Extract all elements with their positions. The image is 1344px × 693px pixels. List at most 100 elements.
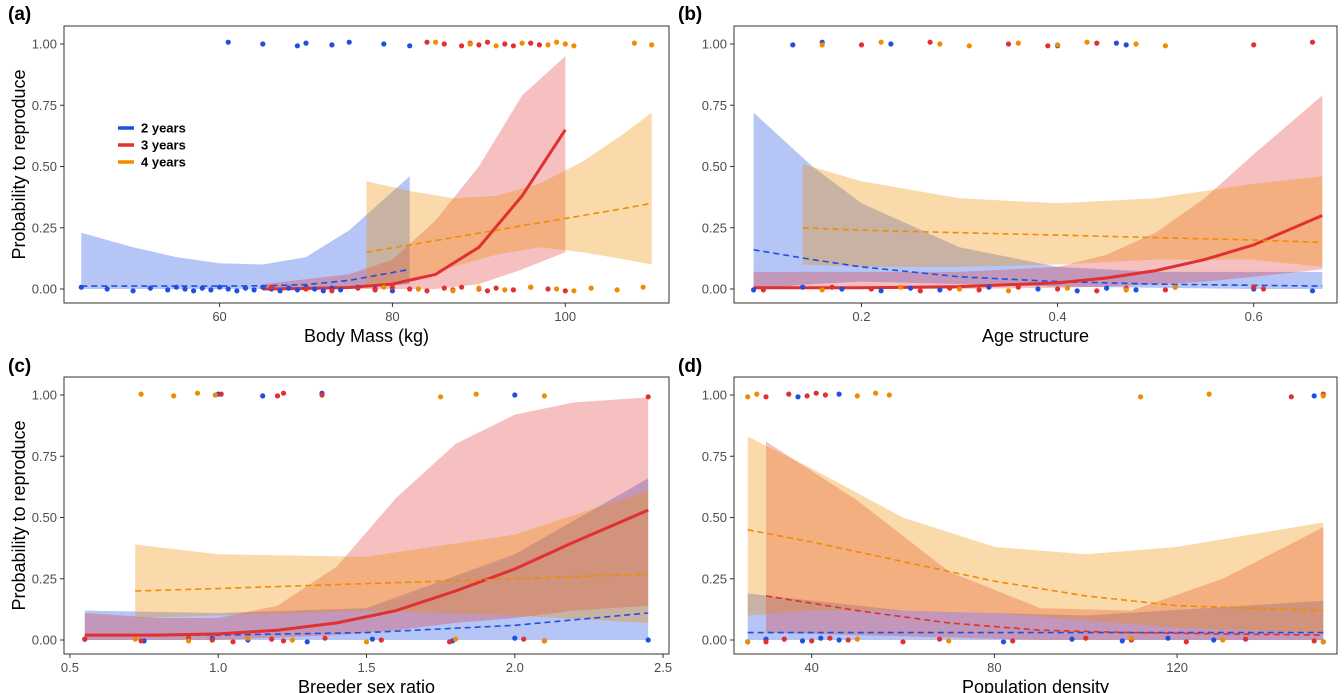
data-point	[407, 286, 413, 292]
data-point	[562, 41, 568, 47]
plot-frame	[63, 376, 670, 655]
data-point	[459, 43, 465, 49]
data-point	[745, 394, 751, 400]
data-point	[519, 40, 525, 46]
fit-line-4-years	[135, 573, 649, 592]
data-point	[1183, 639, 1189, 645]
data-point	[827, 635, 833, 641]
data-point	[854, 636, 860, 642]
y-tick-label: 0.25	[32, 571, 57, 586]
y-tick-label: 0.25	[702, 571, 727, 586]
data-point	[251, 287, 257, 293]
data-point	[571, 288, 577, 294]
data-point	[645, 394, 651, 400]
panel-label: (b)	[678, 4, 702, 25]
data-point	[245, 635, 251, 641]
x-tick-label: 1.5	[357, 660, 375, 675]
data-point	[450, 288, 456, 294]
data-point	[956, 286, 963, 292]
data-point	[182, 286, 188, 292]
data-point	[786, 391, 792, 397]
data-point	[294, 287, 300, 293]
data-point	[1015, 40, 1021, 46]
data-point	[804, 393, 810, 399]
data-point	[1251, 284, 1257, 290]
data-point	[966, 43, 972, 49]
data-point	[1104, 285, 1110, 291]
y-tick-label: 0.25	[32, 220, 57, 235]
data-point	[1123, 42, 1129, 48]
data-point	[493, 43, 499, 49]
data-point	[1309, 39, 1316, 45]
data-point	[541, 393, 548, 399]
data-point	[165, 287, 171, 293]
fit-line-4-years	[366, 202, 652, 254]
data-point	[1288, 394, 1294, 400]
data-point	[1206, 391, 1212, 397]
data-point	[562, 288, 568, 294]
data-point	[512, 392, 518, 398]
legend-label-2-years: 2 years	[141, 121, 186, 136]
data-point	[645, 637, 651, 643]
data-point	[1211, 637, 1217, 643]
data-point	[138, 391, 144, 397]
data-point	[1113, 40, 1119, 46]
data-point	[1119, 638, 1125, 644]
data-point	[588, 285, 594, 291]
data-point	[424, 39, 430, 45]
data-point	[502, 287, 508, 293]
data-point	[199, 285, 205, 291]
data-point	[268, 284, 274, 290]
data-point	[424, 288, 430, 294]
plot-frame	[63, 25, 670, 304]
data-point	[441, 41, 447, 47]
data-point	[389, 288, 395, 294]
data-point	[303, 286, 309, 292]
data-point	[822, 392, 829, 398]
data-point	[208, 287, 214, 293]
data-point	[614, 287, 620, 293]
data-point	[763, 639, 769, 645]
data-point	[378, 637, 384, 643]
data-point	[209, 637, 215, 643]
data-point	[355, 285, 361, 291]
data-point	[304, 639, 310, 645]
data-point	[528, 40, 534, 46]
data-point	[319, 392, 325, 398]
data-point	[829, 284, 835, 290]
fit-line-3-years	[765, 595, 1324, 636]
y-tick-label: 1.00	[32, 37, 57, 52]
data-point	[1045, 43, 1051, 49]
data-point	[467, 41, 473, 47]
fit-line-2-years	[84, 612, 649, 636]
data-point	[104, 286, 110, 292]
y-tick-label: 1.00	[702, 37, 727, 52]
data-point	[937, 41, 943, 47]
panel-3: (d) 0.00 0.25 0.50 0.75 1.00 40 80 120 Population…	[678, 356, 1338, 693]
data-point	[1015, 284, 1021, 290]
fit-line-3-years	[84, 508, 649, 637]
data-point	[191, 288, 197, 294]
data-point	[554, 39, 560, 45]
fit-line-4-years	[747, 529, 1324, 612]
ci-band-4-years	[802, 164, 1323, 267]
data-point	[900, 639, 906, 645]
ci-band-2-years	[747, 593, 1324, 640]
legend-label-3-years: 3 years	[141, 138, 186, 153]
x-tick-label: 0.5	[61, 660, 79, 675]
data-point	[389, 284, 395, 290]
data-point	[528, 284, 534, 290]
data-point	[795, 394, 801, 400]
data-point	[369, 636, 375, 642]
data-point	[338, 287, 344, 293]
data-point	[329, 288, 335, 294]
x-axis-title: Population density	[962, 677, 1109, 693]
data-point	[473, 391, 479, 397]
x-tick-label: 2.0	[506, 660, 524, 675]
data-point	[286, 285, 292, 291]
x-axis-title: Breeder sex ratio	[298, 677, 435, 693]
data-point	[1311, 638, 1317, 644]
ci-band-4-years	[747, 436, 1324, 633]
y-tick-label: 1.00	[702, 388, 727, 403]
data-point	[1094, 40, 1100, 46]
